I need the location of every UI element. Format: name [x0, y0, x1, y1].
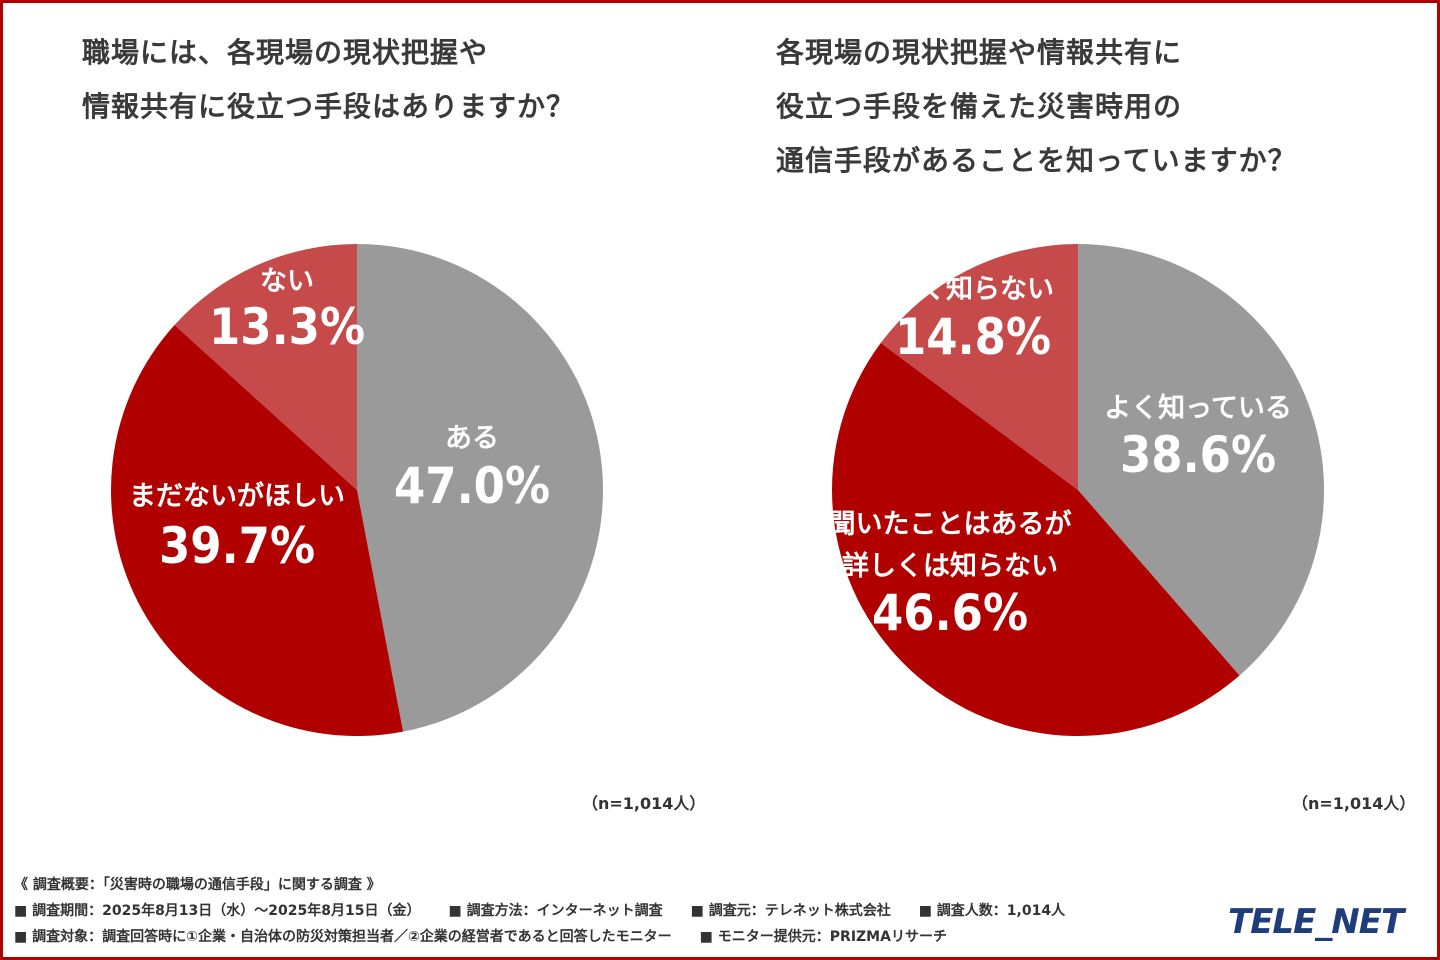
survey-target: ■ 調査対象：調査回答時に①企業・自治体の防災対策担当者／②企業の経営者であると… [14, 929, 672, 945]
slice-label: 全く知らない [891, 273, 1054, 305]
sample-size-left: （n=1,014人） [582, 794, 706, 813]
slice-percent: 39.7% [159, 517, 315, 575]
slice-label: 詳しくは知らない [842, 550, 1058, 582]
slice-percent: 46.6% [872, 584, 1028, 642]
pie-slice [831, 342, 1240, 737]
telenet-logo: TELE_NET [1228, 902, 1404, 942]
chart-right-title-line: 通信手段があることを知っていますか？ [776, 144, 1297, 177]
pie-slice [357, 244, 603, 732]
survey-heading: 《 調査概要：「災害時の職場の通信手段」に関する調査 》 [14, 877, 381, 893]
chart-left-title: 職場には、各現場の現状把握や 情報共有に役立つ手段はありますか？ [82, 26, 575, 134]
pie-slice [880, 244, 1078, 490]
survey-row: ■ 調査期間：2025年8月13日（水）〜2025年8月15日（金） ■ 調査方法… [14, 898, 1093, 924]
survey-method: ■ 調査方法：インターネット調査 [448, 903, 663, 919]
chart-right-title-line: 各現場の現状把握や情報共有に [776, 36, 1183, 69]
slice-label: ある [445, 423, 499, 454]
pie-slice [174, 244, 357, 490]
chart-left-title-line: 情報共有に役立つ手段はありますか？ [82, 90, 576, 123]
survey-count: ■ 調査人数：1,014人 [918, 903, 1066, 919]
pie-slice [111, 325, 404, 736]
slice-label: よく知っている [1104, 393, 1292, 424]
survey-row: ■ 調査対象：調査回答時に①企業・自治体の防災対策担当者／②企業の経営者であると… [14, 924, 1093, 950]
sample-size-right: （n=1,014人） [1292, 794, 1416, 813]
survey-source: ■ 調査元：テレネット株式会社 [690, 903, 891, 919]
chart-right-title-line: 役立つ手段を備えた災害時用の [776, 90, 1183, 123]
pie-slice [1078, 244, 1324, 676]
slice-percent: 47.0% [394, 457, 550, 515]
slice-percent: 13.3% [209, 298, 365, 356]
chart-right-title: 各現場の現状把握や情報共有に 役立つ手段を備えた災害時用の 通信手段があることを… [776, 26, 1297, 188]
slice-label: 聞いたことはあるが [829, 508, 1072, 540]
slice-percent: 38.6% [1120, 426, 1276, 484]
survey-provider: ■ モニター提供元：PRIZMAリサーチ [699, 929, 947, 945]
slice-label: まだないがほしい [129, 480, 345, 512]
slice-percent: 14.8% [895, 308, 1051, 366]
survey-period: ■ 調査期間：2025年8月13日（水）〜2025年8月15日（金） [14, 903, 421, 919]
chart-left-title-line: 職場には、各現場の現状把握や [82, 36, 489, 69]
survey-summary: 《 調査概要：「災害時の職場の通信手段」に関する調査 》 ■ 調査期間：2025… [14, 872, 1093, 950]
slice-label: ない [260, 266, 314, 297]
